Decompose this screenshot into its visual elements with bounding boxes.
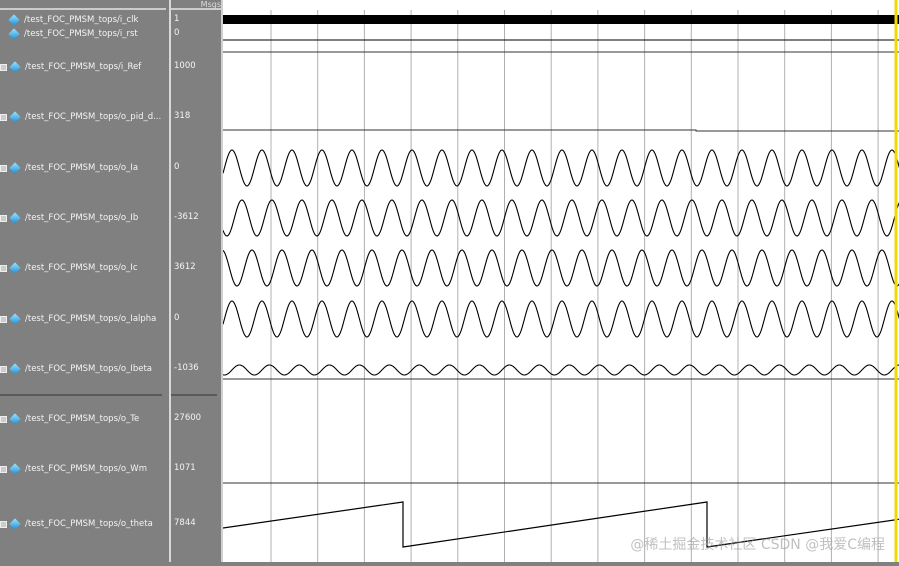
signal-name: /test_FOC_PMSM_tops/o_Ibeta (25, 364, 152, 374)
signal-icon (9, 363, 21, 375)
signal-icon (9, 313, 21, 325)
expand-icon[interactable] (0, 465, 7, 473)
values-header: Msgs (171, 0, 221, 10)
expand-icon[interactable] (0, 315, 7, 323)
signal-icon (9, 162, 21, 174)
watermark: @稀土掘金技术社区 CSDN @我爱C编程 (630, 537, 885, 553)
clk-wave (223, 15, 899, 24)
signal-name: /test_FOC_PMSM_tops/i_rst (24, 29, 138, 39)
waveform-pane[interactable] (221, 0, 899, 562)
signal-name: /test_FOC_PMSM_tops/o_Ia (25, 163, 139, 173)
ibeta-wave (222, 364, 899, 376)
names-header (0, 0, 166, 10)
expand-icon[interactable] (0, 113, 7, 121)
ib-wave (222, 199, 899, 237)
signal-row[interactable]: /test_FOC_PMSM_tops/o_Ic (0, 262, 138, 274)
signal-icon (9, 413, 21, 425)
signal-value: 0 (174, 162, 180, 172)
expand-icon[interactable] (0, 214, 7, 222)
signal-name: /test_FOC_PMSM_tops/o_Ialpha (25, 314, 157, 324)
signal-name: /test_FOC_PMSM_tops/o_theta (25, 519, 153, 529)
signal-value: 318 (174, 111, 191, 121)
signal-icon (8, 14, 20, 26)
expand-icon[interactable] (0, 63, 7, 71)
signal-value: 1071 (174, 463, 196, 473)
signal-name: /test_FOC_PMSM_tops/o_Wm (25, 464, 147, 474)
pid-wave (223, 129, 899, 132)
signal-icon (9, 463, 21, 475)
signal-name: /test_FOC_PMSM_tops/i_Ref (25, 62, 142, 72)
signal-name: /test_FOC_PMSM_tops/o_pid_d... (25, 112, 162, 122)
signal-value: 0 (174, 313, 180, 323)
expand-icon[interactable] (0, 415, 7, 423)
signal-row[interactable]: /test_FOC_PMSM_tops/i_rst (0, 28, 138, 40)
expand-icon[interactable] (0, 164, 7, 172)
signal-name: /test_FOC_PMSM_tops/i_clk (24, 15, 139, 25)
signal-value: 0 (174, 28, 180, 38)
signal-row[interactable]: /test_FOC_PMSM_tops/i_clk (0, 14, 138, 26)
signal-names-pane: /test_FOC_PMSM_tops/i_clk/test_FOC_PMSM_… (0, 0, 166, 562)
group-divider (0, 394, 162, 396)
ialpha-wave (222, 300, 899, 338)
signal-icon (9, 111, 21, 123)
signal-value: 27600 (174, 413, 202, 423)
signal-icon (9, 61, 21, 73)
signal-row[interactable]: /test_FOC_PMSM_tops/o_theta (0, 518, 153, 530)
signal-name: /test_FOC_PMSM_tops/o_Ic (25, 263, 138, 273)
signal-row[interactable]: /test_FOC_PMSM_tops/o_Ia (0, 162, 138, 174)
signal-icon (9, 212, 21, 224)
signal-row[interactable]: /test_FOC_PMSM_tops/o_Wm (0, 463, 147, 475)
signal-row[interactable]: /test_FOC_PMSM_tops/o_pid_d... (0, 111, 161, 123)
expand-icon[interactable] (0, 365, 7, 373)
signal-value: 1 (174, 14, 180, 24)
expand-icon[interactable] (0, 264, 7, 272)
signal-icon (8, 28, 20, 40)
signal-values-pane: Msgs 1 0 1000 318 0 -3612 3612 0 -1036 27600 1071 78… (169, 0, 221, 562)
signal-name: /test_FOC_PMSM_tops/o_Ib (25, 213, 139, 223)
signal-value: 7844 (174, 518, 196, 528)
signal-row[interactable]: /test_FOC_PMSM_tops/i_Ref (0, 61, 141, 73)
signal-row[interactable]: /test_FOC_PMSM_tops/o_Ib (0, 212, 138, 224)
signal-name: /test_FOC_PMSM_tops/o_Te (25, 414, 140, 424)
signal-icon (9, 518, 21, 530)
signal-value: 1000 (174, 61, 196, 71)
signal-row[interactable]: /test_FOC_PMSM_tops/o_Ibeta (0, 363, 152, 375)
signal-value: -3612 (174, 212, 199, 222)
signal-value: 3612 (174, 262, 196, 272)
ic-wave (222, 249, 899, 287)
group-divider (171, 394, 217, 396)
signal-icon (9, 262, 21, 274)
signal-row[interactable]: /test_FOC_PMSM_tops/o_Te (0, 413, 139, 425)
expand-icon[interactable] (0, 520, 7, 528)
waveform-canvas[interactable] (222, 0, 899, 562)
theta-wave (222, 501, 899, 548)
signal-value: -1036 (174, 363, 199, 373)
ia-wave (222, 149, 899, 187)
signal-row[interactable]: /test_FOC_PMSM_tops/o_Ialpha (0, 313, 156, 325)
